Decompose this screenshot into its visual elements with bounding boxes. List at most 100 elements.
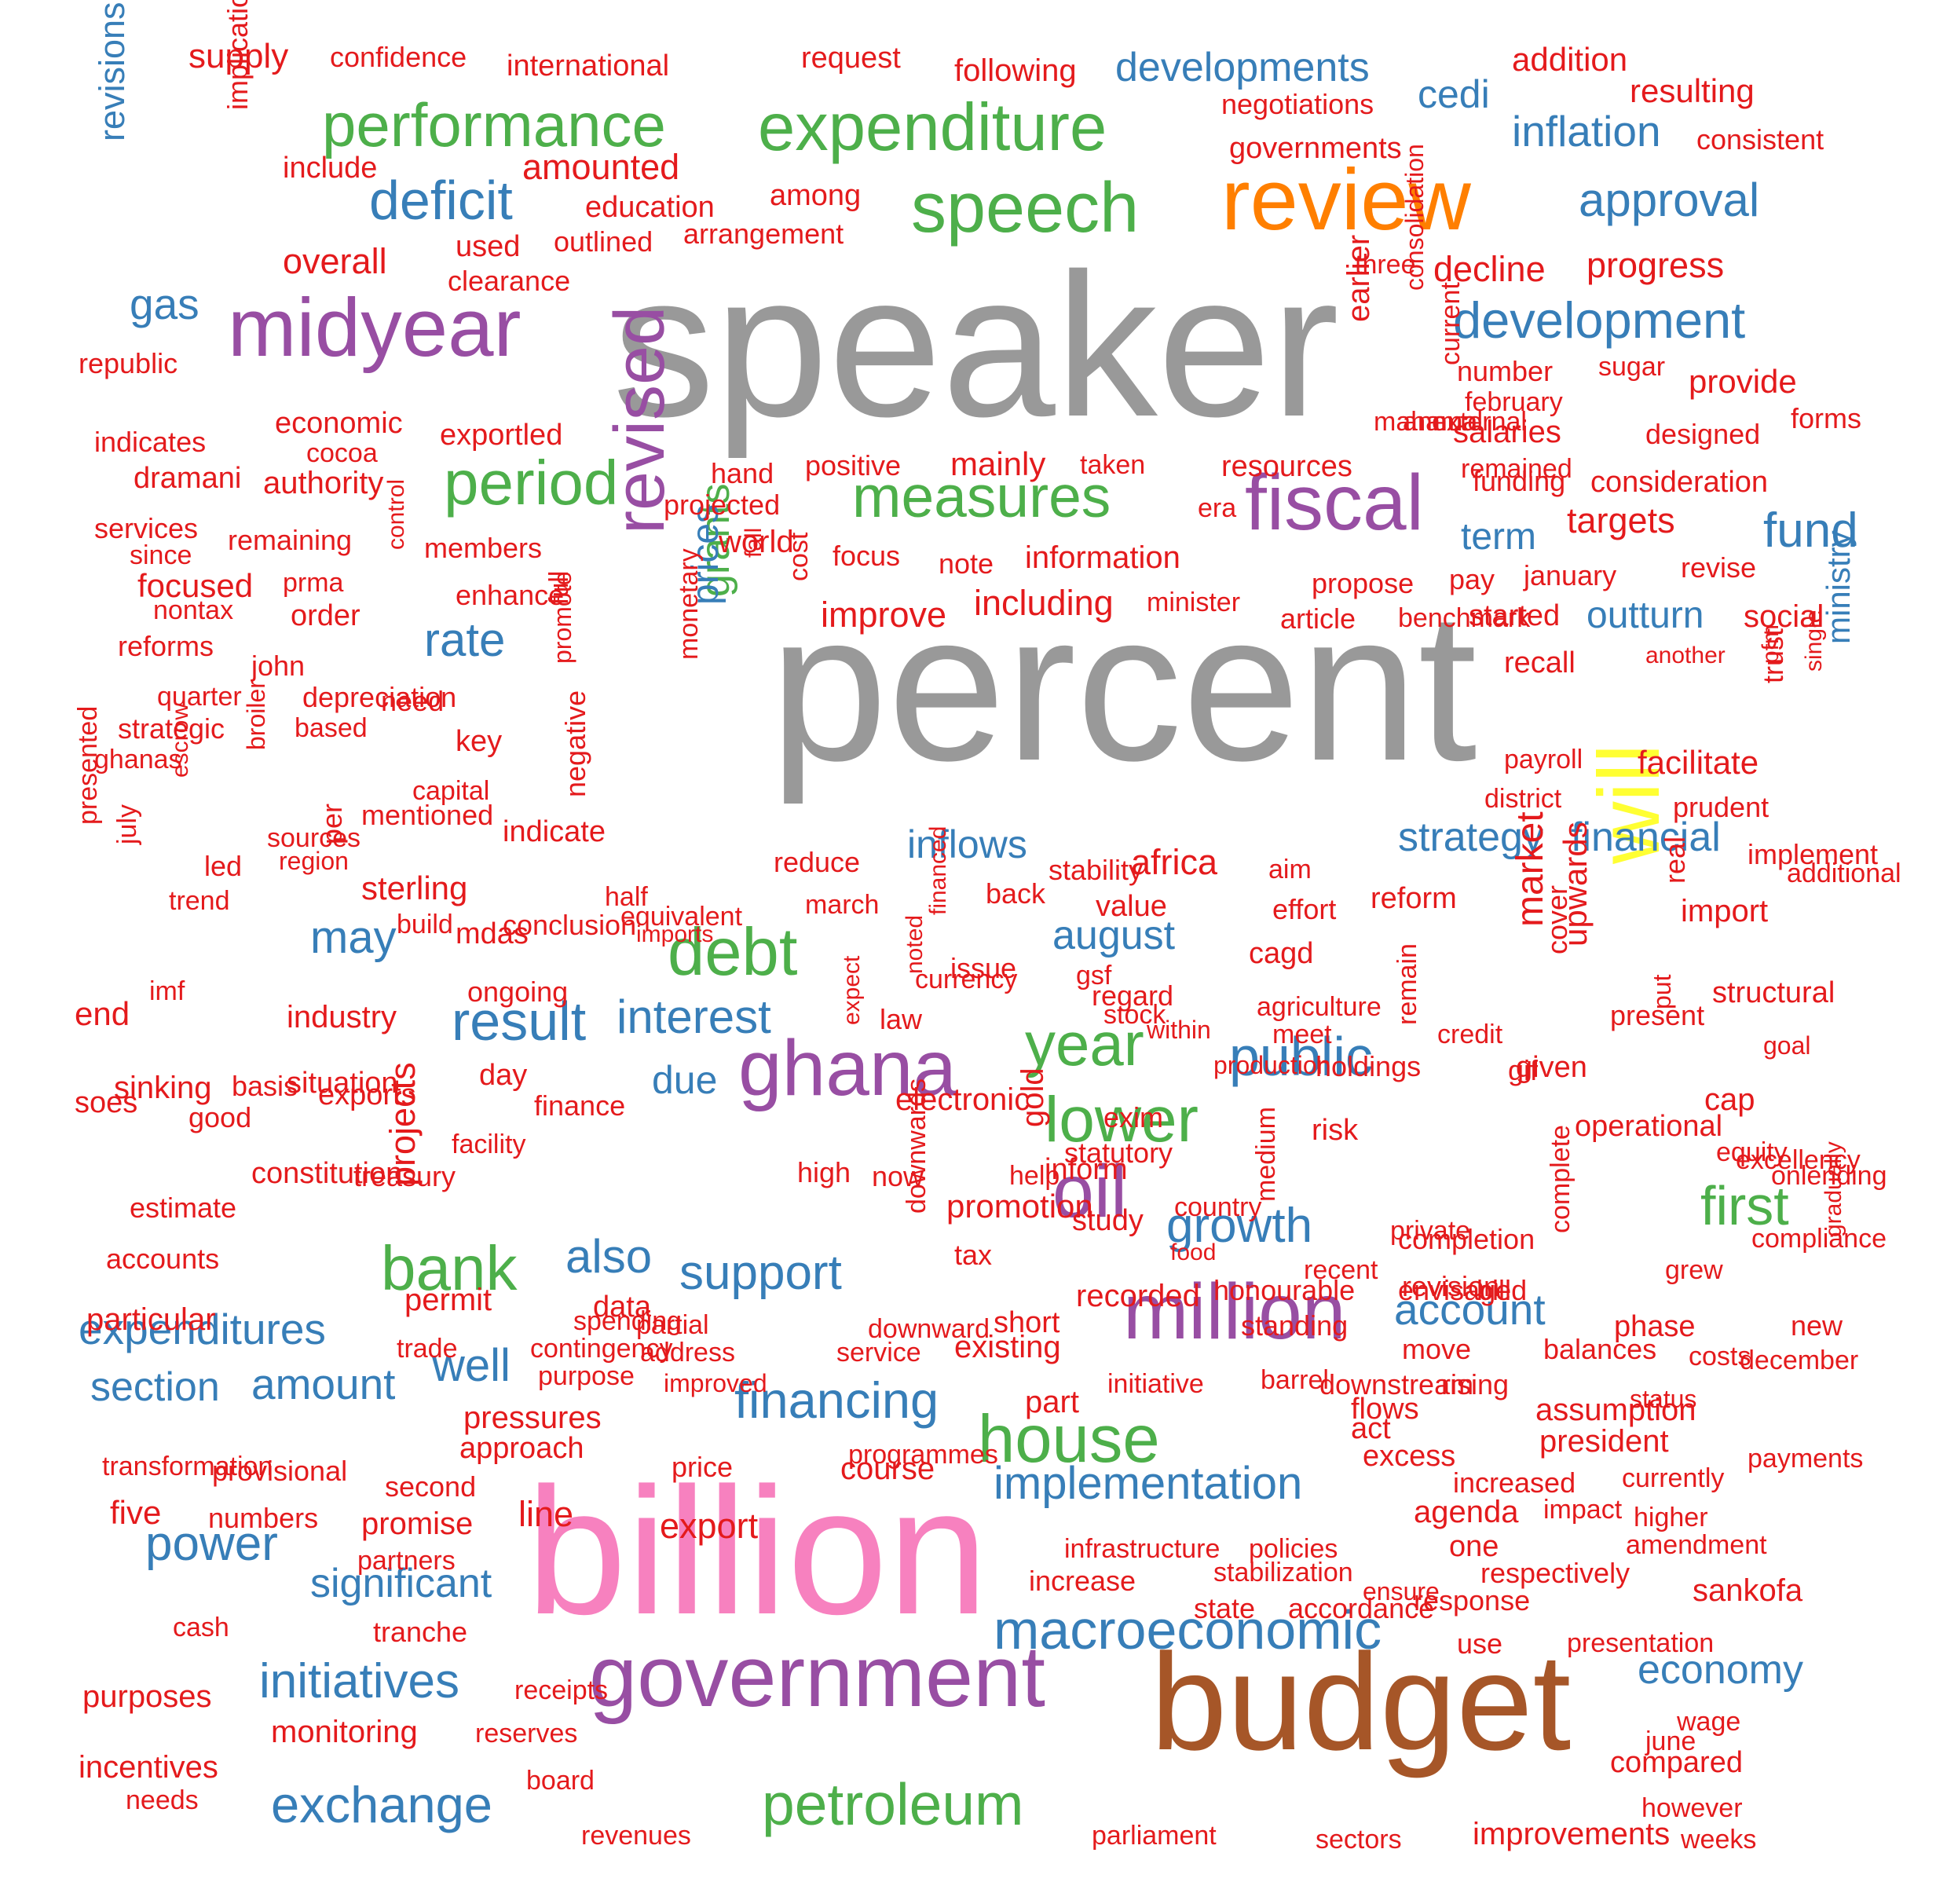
word-day: day — [479, 1059, 528, 1092]
word-taken: taken — [1080, 450, 1146, 480]
word-currently: currently — [1622, 1463, 1725, 1493]
word-complete: complete — [1546, 1125, 1576, 1233]
word-increased: increased — [1453, 1466, 1576, 1499]
word-provide: provide — [1689, 363, 1797, 400]
word-effort: effort — [1272, 893, 1337, 925]
word-gold: gold — [1016, 1067, 1050, 1127]
word-members: members — [424, 532, 543, 564]
word-government: government — [589, 1628, 1045, 1725]
word-prudent: prudent — [1673, 791, 1770, 823]
word-developments: developments — [1115, 45, 1370, 90]
word-sources: sources — [267, 823, 361, 853]
word-tranche: tranche — [373, 1616, 468, 1648]
word-aim: aim — [1268, 855, 1312, 884]
word-economy: economy — [1638, 1647, 1803, 1693]
word-structural: structural — [1712, 976, 1835, 1009]
word-present: present — [1610, 999, 1705, 1031]
word-programmes: programmes — [848, 1440, 998, 1470]
word-meet: meet — [1272, 1020, 1332, 1049]
word-barrel: barrel — [1261, 1365, 1329, 1395]
word-services: services — [94, 512, 199, 544]
word-resources: resources — [1221, 450, 1352, 483]
word-flows: flows — [1351, 1393, 1419, 1426]
word-resulting: resulting — [1630, 72, 1755, 109]
word-mdas: mdas — [456, 917, 529, 950]
word-may: may — [310, 912, 397, 963]
word-reduce: reduce — [774, 846, 861, 878]
word-supply: supply — [188, 37, 289, 75]
word-approach: approach — [459, 1432, 584, 1465]
word-exchange: exchange — [271, 1776, 492, 1833]
word-operational: operational — [1575, 1110, 1723, 1143]
word-ensure: ensure — [1363, 1577, 1440, 1606]
word-revise: revise — [1681, 551, 1757, 584]
word-basis: basis — [232, 1070, 298, 1102]
word-purpose: purpose — [538, 1361, 635, 1391]
word-sugar: sugar — [1598, 352, 1666, 382]
word-clearance: clearance — [448, 265, 571, 297]
word-spending: spending — [573, 1306, 683, 1336]
word-region: region — [279, 847, 349, 875]
word-numbers: numbers — [208, 1502, 319, 1534]
word-board: board — [526, 1766, 595, 1796]
word-import: import — [1681, 894, 1769, 928]
word-respectively: respectively — [1480, 1557, 1630, 1589]
word-john: john — [251, 650, 306, 682]
word-price: price — [672, 1451, 734, 1483]
word-tax: tax — [954, 1239, 993, 1271]
word-regard: regard — [1092, 979, 1174, 1012]
word-credit: credit — [1437, 1020, 1503, 1049]
word-phase: phase — [1614, 1310, 1696, 1343]
word-negative: negative — [559, 690, 591, 797]
word-promise: promise — [361, 1507, 474, 1541]
word-new: new — [1791, 1309, 1843, 1342]
word-ministry: ministry — [1820, 530, 1857, 644]
word-gif: gif — [1508, 1054, 1539, 1086]
word-help: help — [1009, 1161, 1060, 1191]
word-goal: goal — [1763, 1031, 1811, 1060]
word-bill: bill — [1477, 1274, 1512, 1306]
word-key: key — [456, 725, 503, 758]
word-build: build — [397, 910, 453, 939]
word-put: put — [1648, 974, 1676, 1009]
word-value: value — [1096, 890, 1167, 923]
word-trust: trust — [1757, 628, 1789, 683]
word-act: act — [1351, 1412, 1391, 1445]
word-financing: financing — [734, 1371, 939, 1429]
word-promotion: promotion — [946, 1188, 1093, 1225]
word-implement: implement — [1748, 838, 1879, 870]
word-treasury: treasury — [353, 1160, 456, 1192]
word-estimate: estimate — [130, 1192, 237, 1224]
word-addition: addition — [1512, 41, 1628, 78]
word-trend: trend — [169, 886, 230, 916]
word-impact: impact — [1543, 1495, 1623, 1525]
word-imports: imports — [636, 921, 714, 947]
word-imf: imf — [149, 976, 185, 1006]
word-december: december — [1740, 1346, 1859, 1375]
word-exports: exports — [318, 1078, 416, 1111]
word-include: include — [283, 152, 378, 185]
word-half: half — [605, 882, 648, 912]
word-particular: particular — [86, 1302, 216, 1337]
word-parliament: parliament — [1092, 1821, 1217, 1851]
word-cagd: cagd — [1249, 937, 1314, 970]
word-presentation: presentation — [1567, 1628, 1715, 1658]
word-africa: africa — [1131, 842, 1218, 882]
word-well: well — [432, 1340, 511, 1391]
word-since: since — [130, 540, 192, 570]
word-increase: increase — [1029, 1565, 1136, 1597]
word-led: led — [204, 850, 243, 882]
word-projects: projects — [382, 1062, 423, 1186]
word-social: social — [1744, 599, 1824, 634]
word-cap: cap — [1704, 1082, 1755, 1117]
word-lower: lower — [1045, 1084, 1199, 1155]
word-gsf: gsf — [1076, 961, 1112, 990]
word-designed: designed — [1645, 418, 1761, 450]
word-march: march — [805, 890, 880, 920]
word-costs: costs — [1689, 1342, 1751, 1371]
word-petroleum: petroleum — [762, 1771, 1024, 1837]
word-revisions: revisions — [92, 2, 132, 141]
word-inflows: inflows — [907, 822, 1027, 866]
word-midyear: midyear — [228, 282, 522, 374]
word-facility: facility — [452, 1130, 526, 1159]
